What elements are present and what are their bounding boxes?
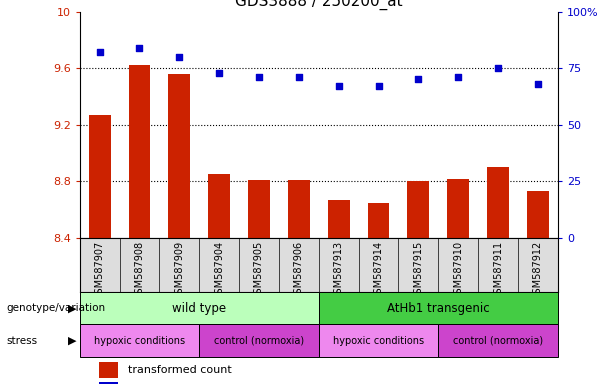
Text: genotype/variation: genotype/variation: [6, 303, 105, 313]
Text: GSM587908: GSM587908: [134, 241, 145, 300]
Text: wild type: wild type: [172, 302, 226, 314]
Bar: [80, 324, 199, 357]
Bar: [248, 180, 270, 238]
Point: [254, 74, 264, 80]
Bar: [438, 324, 558, 357]
Text: GSM587905: GSM587905: [254, 241, 264, 300]
Bar: [99, 362, 118, 378]
Bar: [169, 74, 190, 238]
Bar: [89, 115, 110, 238]
Point: [333, 83, 343, 89]
Text: control (normoxia): control (normoxia): [214, 336, 304, 346]
Text: GSM587913: GSM587913: [333, 241, 344, 300]
Point: [413, 76, 423, 83]
Text: GSM587914: GSM587914: [373, 241, 384, 300]
Bar: [487, 167, 509, 238]
Text: hypoxic conditions: hypoxic conditions: [333, 336, 424, 346]
Text: AtHb1 transgenic: AtHb1 transgenic: [387, 302, 490, 314]
Point: [94, 49, 104, 55]
Point: [134, 45, 145, 51]
Text: GSM587911: GSM587911: [493, 241, 503, 300]
Text: ▶: ▶: [68, 336, 77, 346]
Point: [533, 81, 543, 87]
Bar: [129, 65, 150, 238]
Point: [454, 74, 463, 80]
Text: GSM587915: GSM587915: [413, 241, 424, 300]
Bar: [319, 324, 438, 357]
Bar: [368, 203, 389, 238]
Point: [215, 70, 224, 76]
Text: GSM587912: GSM587912: [533, 241, 543, 300]
Text: GSM587907: GSM587907: [94, 241, 105, 300]
Point: [373, 83, 384, 89]
Bar: [80, 292, 319, 324]
Text: control (normoxia): control (normoxia): [453, 336, 543, 346]
Text: ▶: ▶: [68, 303, 77, 313]
Bar: [99, 382, 118, 384]
Text: GSM587904: GSM587904: [214, 241, 224, 300]
Bar: [288, 180, 310, 238]
Text: hypoxic conditions: hypoxic conditions: [94, 336, 185, 346]
Bar: [208, 174, 230, 238]
Point: [294, 74, 304, 80]
Text: GSM587910: GSM587910: [453, 241, 463, 300]
Title: GDS3888 / 250200_at: GDS3888 / 250200_at: [235, 0, 403, 10]
Bar: [319, 292, 558, 324]
Bar: [447, 179, 469, 238]
Point: [493, 65, 503, 71]
Text: stress: stress: [6, 336, 37, 346]
Bar: [527, 191, 549, 238]
Text: transformed count: transformed count: [128, 365, 231, 375]
Text: GSM587906: GSM587906: [294, 241, 304, 300]
Bar: [199, 324, 319, 357]
Text: GSM587909: GSM587909: [174, 241, 185, 300]
Bar: [328, 200, 349, 238]
Bar: [408, 181, 429, 238]
Point: [175, 54, 185, 60]
